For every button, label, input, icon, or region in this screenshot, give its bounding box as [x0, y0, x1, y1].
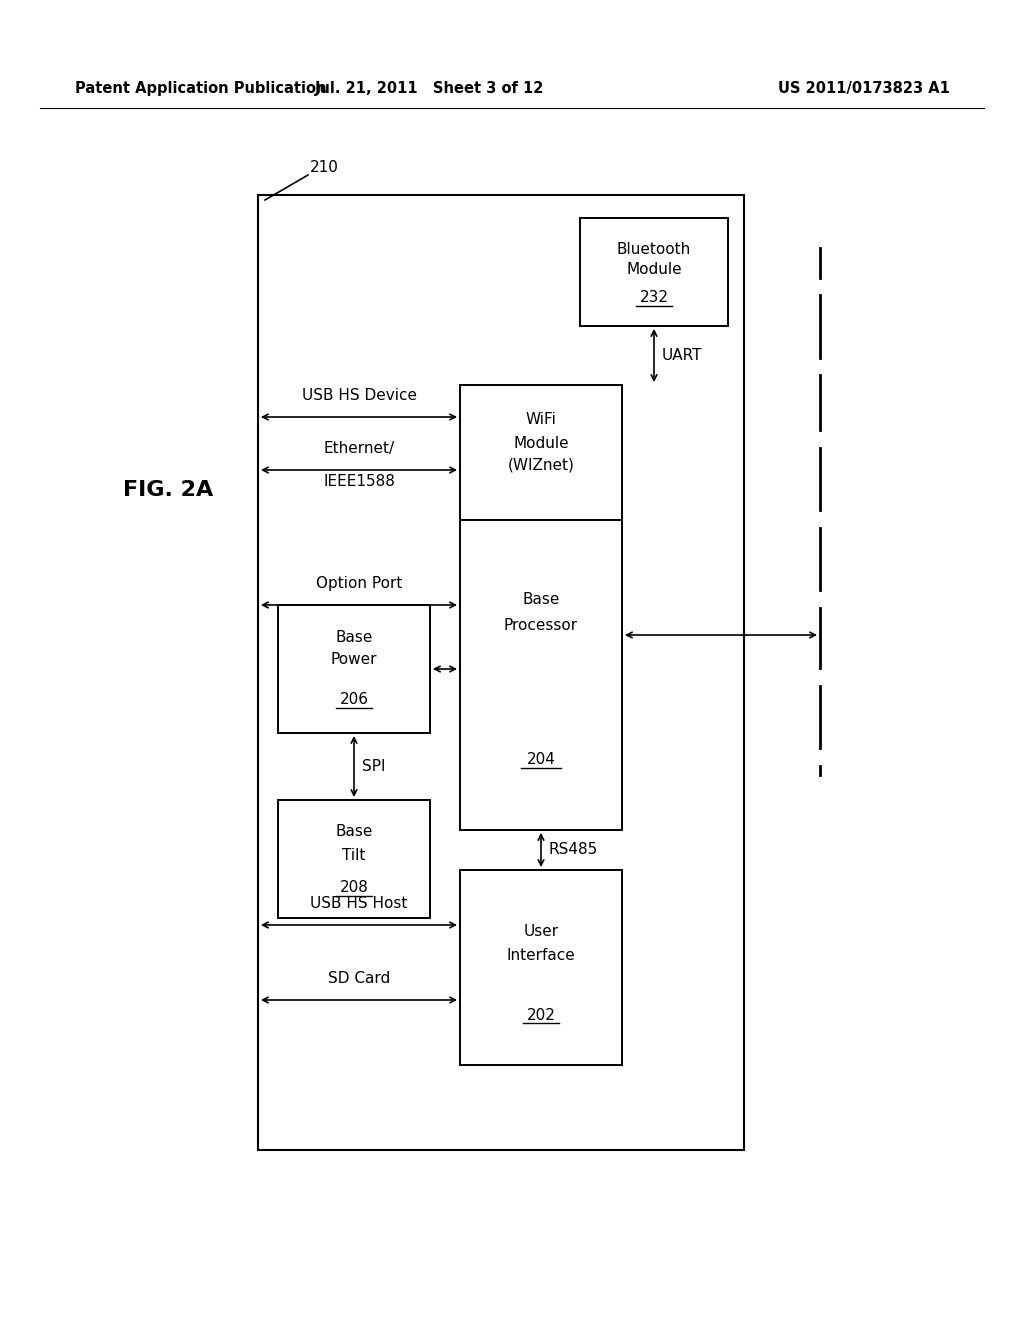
- Text: FIG. 2A: FIG. 2A: [123, 480, 213, 500]
- Text: SPI: SPI: [362, 759, 385, 774]
- Text: IEEE1588: IEEE1588: [323, 474, 395, 488]
- Text: Option Port: Option Port: [315, 576, 402, 591]
- Text: US 2011/0173823 A1: US 2011/0173823 A1: [778, 81, 950, 95]
- Text: User: User: [523, 924, 558, 940]
- Text: 204: 204: [526, 752, 555, 767]
- Bar: [460, 385, 622, 520]
- Text: Ethernet/: Ethernet/: [324, 441, 394, 455]
- Text: SD Card: SD Card: [328, 972, 390, 986]
- Text: Module: Module: [627, 263, 682, 277]
- Text: Bluetooth: Bluetooth: [616, 243, 691, 257]
- Bar: [580, 218, 728, 326]
- Bar: [460, 870, 622, 1065]
- Text: USB HS Device: USB HS Device: [301, 388, 417, 403]
- Text: UART: UART: [662, 348, 702, 363]
- Text: 206: 206: [340, 693, 369, 708]
- Text: Interface: Interface: [507, 948, 575, 962]
- Text: Power: Power: [331, 652, 377, 668]
- Bar: [258, 195, 744, 1150]
- Text: Processor: Processor: [504, 618, 579, 632]
- Text: 210: 210: [310, 160, 339, 176]
- Text: Tilt: Tilt: [342, 847, 366, 862]
- Text: Base: Base: [522, 593, 560, 607]
- Text: Base: Base: [335, 825, 373, 840]
- Text: 232: 232: [640, 290, 669, 305]
- Text: Patent Application Publication: Patent Application Publication: [75, 81, 327, 95]
- Text: WiFi: WiFi: [525, 412, 556, 428]
- Text: Base: Base: [335, 630, 373, 644]
- Text: 208: 208: [340, 880, 369, 895]
- Text: 202: 202: [526, 1007, 555, 1023]
- Text: RS485: RS485: [549, 842, 598, 858]
- Text: Module: Module: [513, 436, 568, 450]
- Bar: [460, 520, 622, 830]
- Bar: [278, 605, 430, 733]
- Text: USB HS Host: USB HS Host: [310, 896, 408, 911]
- Bar: [278, 800, 430, 917]
- Text: (WIZnet): (WIZnet): [508, 458, 574, 473]
- Text: Jul. 21, 2011   Sheet 3 of 12: Jul. 21, 2011 Sheet 3 of 12: [315, 81, 545, 95]
